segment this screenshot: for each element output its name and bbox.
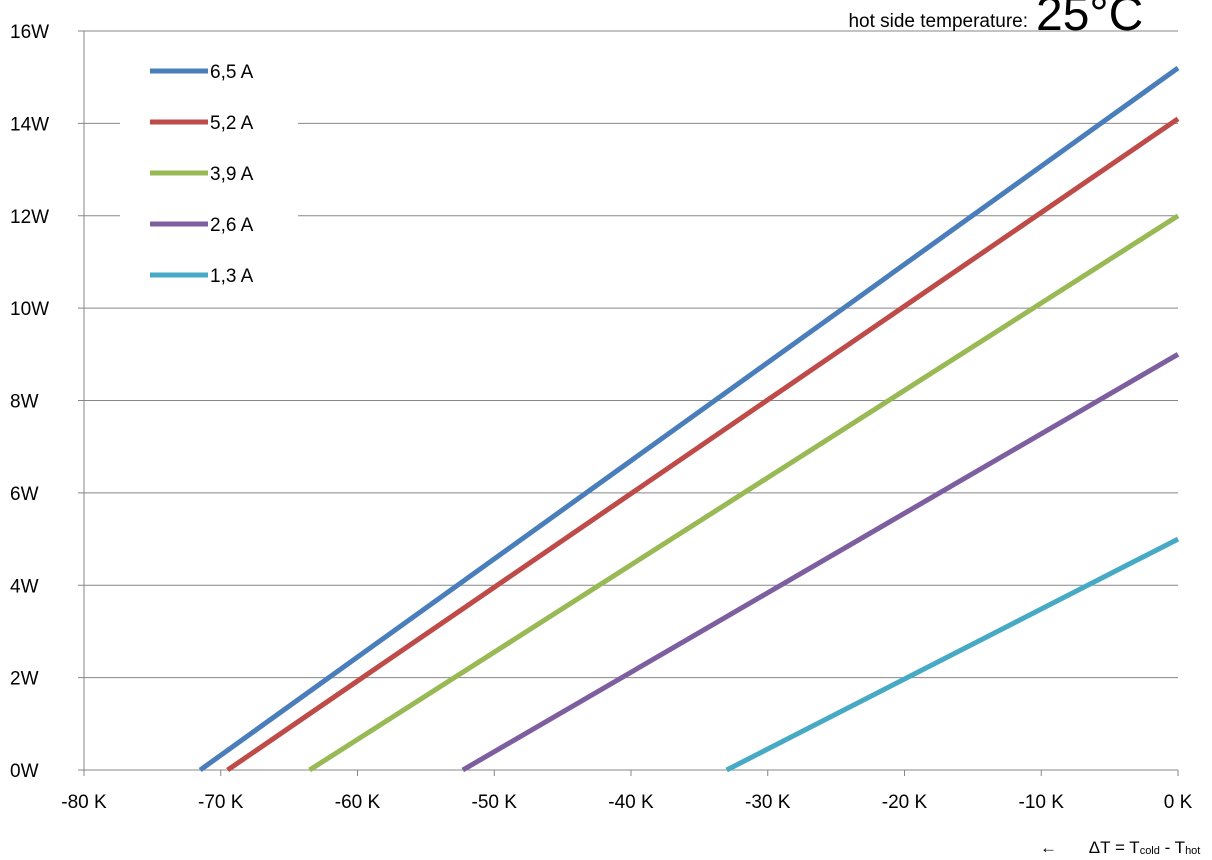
x-tick-label: -80 K: [61, 792, 107, 813]
x-axis-label-arrow: ←: [1040, 838, 1057, 857]
legend-label: 1,3 A: [210, 266, 254, 287]
y-tick-label: 14W: [10, 114, 49, 135]
series-line: [461, 352, 1180, 773]
series-lines: [198, 65, 1180, 773]
series-line: [198, 65, 1180, 773]
legend-label: 5,2 A: [210, 113, 254, 134]
x-axis-label-prefix: ΔT = T: [1089, 838, 1140, 857]
x-tick-label: -10 K: [1019, 792, 1065, 813]
y-tick-label: 4W: [10, 576, 39, 597]
x-axis-label: ← ΔT = Tcold - Thot: [1040, 838, 1200, 857]
legend-box: [120, 50, 298, 305]
x-tick-label: -40 K: [608, 792, 654, 813]
y-tick-label: 0W: [10, 761, 39, 782]
series-line: [308, 213, 1180, 773]
y-tick-label: 12W: [10, 207, 49, 228]
legend-label: 2,6 A: [210, 215, 254, 236]
tick-labels: 0W 2W 4W 6W 8W 10W 12W 14W 16W -80 K -70 K -60 K -50…: [10, 22, 1193, 813]
y-tick-label: 16W: [10, 22, 49, 43]
x-axis-label-mid: - T: [1160, 838, 1185, 857]
y-tick-label: 8W: [10, 392, 39, 413]
x-tick-label: -30 K: [745, 792, 791, 813]
x-tick-label: 0 K: [1164, 792, 1193, 813]
annotation-value: 25°C: [1036, 0, 1143, 41]
legend-label: 6,5 A: [210, 62, 254, 83]
legend-label: 3,9 A: [210, 164, 254, 185]
y-tick-label: 2W: [10, 669, 39, 690]
annotation-label: hot side temperature:: [848, 11, 1028, 32]
y-tick-label: 6W: [10, 484, 39, 505]
axes: [78, 30, 1179, 776]
x-tick-label: -20 K: [882, 792, 928, 813]
x-axis-label-sub-cold: cold: [1140, 845, 1160, 857]
series-line: [725, 536, 1180, 773]
y-tick-label: 10W: [10, 299, 49, 320]
x-tick-label: -50 K: [472, 792, 518, 813]
x-tick-label: -60 K: [335, 792, 381, 813]
legend: 6,5 A 5,2 A 3,9 A 2,6 A 1,3 A: [120, 50, 298, 305]
series-line: [226, 116, 1180, 773]
x-axis-label-sub-hot: hot: [1185, 845, 1200, 857]
x-tick-label: -70 K: [198, 792, 244, 813]
